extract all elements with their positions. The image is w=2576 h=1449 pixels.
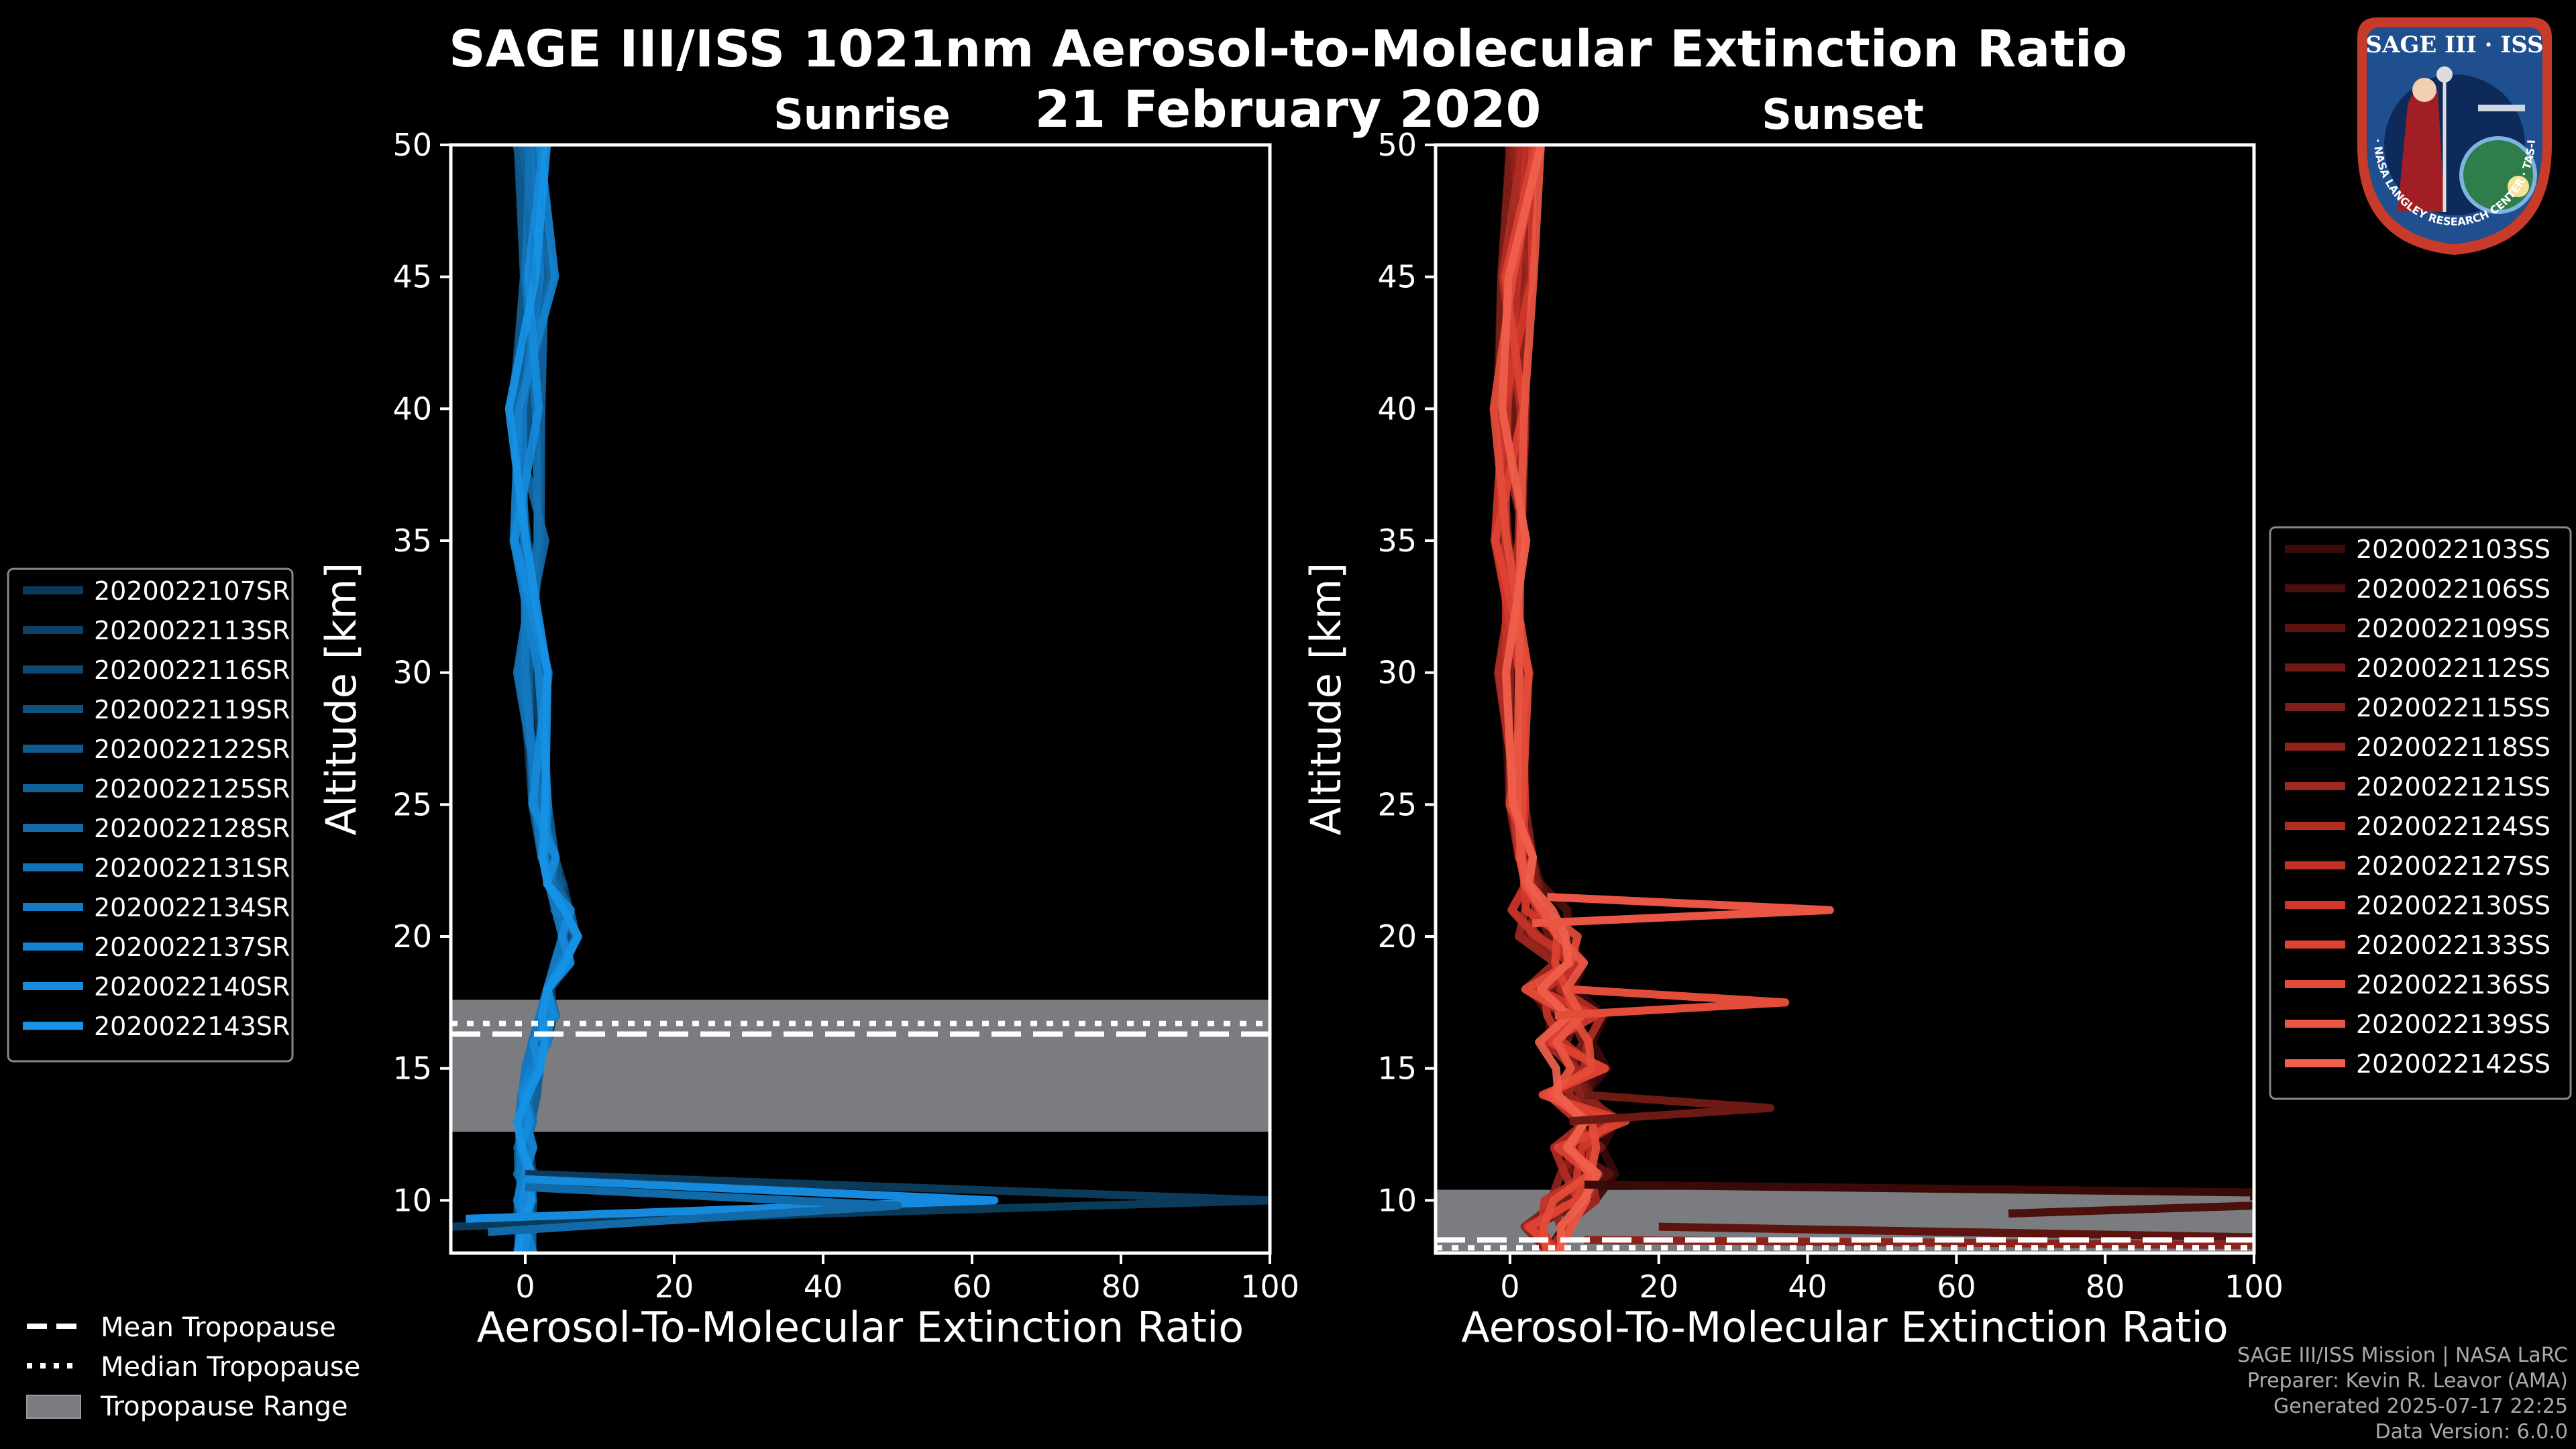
- legend-entry: 2020022112SS: [2356, 653, 2551, 683]
- plot-frame: [449, 143, 1272, 1255]
- credits: SAGE III/ISS Mission | NASA LaRC Prepare…: [2237, 1343, 2568, 1445]
- series-line-2020022142SS: [1498, 145, 1602, 1253]
- legend-entry: 2020022119SR: [94, 695, 290, 724]
- legend-range-swatch: [26, 1395, 81, 1419]
- series-spike-2020022103SS: [1584, 1180, 2254, 1201]
- legend-entry: 2020022139SS: [2356, 1010, 2551, 1039]
- x-tick-label: 20: [1639, 1269, 1678, 1305]
- legend-entry: 2020022125SR: [94, 774, 290, 804]
- legend-entry: 2020022140SR: [94, 972, 290, 1002]
- y-tick-label: 50: [392, 127, 432, 163]
- series-spike-2020022128SR: [488, 1183, 902, 1236]
- legend-entry: 2020022137SR: [94, 932, 290, 962]
- plot-area: [1436, 145, 2254, 1253]
- logo-text: SAGE III · ISS: [2365, 32, 2543, 58]
- x-tick-label: 60: [953, 1269, 992, 1305]
- y-tick-label: 35: [392, 523, 432, 559]
- legend-entry: 2020022143SR: [94, 1012, 290, 1041]
- legend-entry: 2020022113SR: [94, 616, 290, 645]
- series-legend: 2020022107SR 2020022113SR 2020022116SR 2020…: [7, 568, 294, 1063]
- legend-entry: 2020022130SS: [2356, 891, 2551, 920]
- tropopause-range-band: [451, 1000, 1270, 1132]
- y-tick-label: 35: [1377, 523, 1417, 559]
- x-tick-label: 0: [515, 1269, 535, 1305]
- legend-entry: 2020022127SS: [2356, 851, 2551, 881]
- credit-line-2: Preparer: Kevin R. Leavor (AMA): [2247, 1369, 2568, 1393]
- x-tick-label: 80: [1102, 1269, 1141, 1305]
- y-axis-label: Altitude [km]: [317, 563, 366, 836]
- y-tick-label: 30: [1377, 655, 1417, 691]
- credit-line-1: SAGE III/ISS Mission | NASA LaRC: [2237, 1344, 2568, 1367]
- x-tick-label: 0: [1500, 1269, 1519, 1305]
- legend-entry: 2020022107SR: [94, 576, 290, 606]
- y-tick-label: 45: [392, 259, 432, 295]
- legend-entry: 2020022136SS: [2356, 970, 2551, 1000]
- sage-logo: SAGE III · ISS BALL · NASA LANGLEY RESEA…: [2344, 11, 2552, 255]
- y-tick-label: 25: [392, 786, 432, 822]
- x-tick-label: 40: [804, 1269, 843, 1305]
- y-tick-label: 40: [1377, 390, 1417, 427]
- legend-entry: 2020022116SR: [94, 655, 290, 685]
- legend-entry: 2020022121SS: [2356, 772, 2551, 802]
- y-tick-label: 15: [392, 1051, 432, 1087]
- y-tick-label: 15: [1377, 1051, 1417, 1087]
- credit-line-4: Data Version: 6.0.0: [2375, 1420, 2568, 1444]
- x-tick-label: 80: [2086, 1269, 2125, 1305]
- legend-entry: 2020022122SR: [94, 735, 290, 764]
- legend-entry: 2020022103SS: [2356, 535, 2551, 564]
- x-axis-label: Aerosol-To-Molecular Extinction Ratio: [1461, 1303, 2229, 1352]
- series-spike-2020022112SS: [1569, 1091, 1775, 1126]
- legend-entry: 2020022106SS: [2356, 574, 2551, 604]
- legend-entry: 2020022134SR: [94, 893, 290, 922]
- sunrise-title: Sunrise: [773, 90, 951, 139]
- y-tick-label: 10: [392, 1182, 432, 1218]
- y-tick-label: 45: [1377, 259, 1417, 295]
- legend-entry: 2020022142SS: [2356, 1049, 2551, 1079]
- legend-box: [7, 568, 294, 1063]
- legend-entry: 2020022109SS: [2356, 614, 2551, 643]
- x-tick-label: 100: [1240, 1269, 1299, 1305]
- series-spike-2020022139SS: [1532, 893, 1834, 928]
- plot-area: [451, 145, 1270, 1253]
- legend-entry: 2020022115SS: [2356, 693, 2551, 722]
- y-tick-label: 25: [1377, 786, 1417, 822]
- x-tick-label: 20: [655, 1269, 694, 1305]
- legend-median-label: Median Tropopause: [101, 1352, 360, 1383]
- series-spike-2020022136SS: [1554, 985, 1790, 1020]
- series-line-2020022143SR: [504, 145, 582, 1253]
- legend-entry: 2020022131SR: [94, 853, 290, 883]
- y-tick-label: 50: [1377, 127, 1417, 163]
- y-tick-label: 20: [392, 918, 432, 955]
- legend-mean-label: Mean Tropopause: [101, 1312, 336, 1343]
- y-tick-label: 30: [392, 655, 432, 691]
- sunset-title: Sunset: [1762, 90, 1924, 139]
- x-axis-label: Aerosol-To-Molecular Extinction Ratio: [477, 1303, 1244, 1352]
- x-tick-label: 40: [1788, 1269, 1827, 1305]
- x-tick-label: 100: [2224, 1269, 2284, 1305]
- legend-entry: 2020022133SS: [2356, 930, 2551, 960]
- legend-range-label: Tropopause Range: [100, 1391, 348, 1422]
- y-tick-label: 20: [1377, 918, 1417, 955]
- series-legend: 2020022103SS 2020022106SS 2020022109SS 2020…: [2269, 526, 2572, 1100]
- legend-entry: 2020022118SS: [2356, 733, 2551, 762]
- y-tick-label: 10: [1377, 1182, 1417, 1218]
- y-axis-label: Altitude [km]: [1301, 563, 1350, 836]
- y-tick-label: 40: [392, 390, 432, 427]
- x-tick-label: 60: [1937, 1269, 1976, 1305]
- plot-frame: [1434, 143, 2256, 1255]
- chart-title: SAGE III/ISS 1021nm Aerosol-to-Molecular…: [448, 19, 2128, 78]
- chart-date: 21 February 2020: [1034, 79, 1542, 139]
- legend-entry: 2020022128SR: [94, 814, 290, 843]
- legend-entry: 2020022124SS: [2356, 812, 2551, 841]
- series-spike-2020022106SS: [2008, 1201, 2254, 1218]
- credit-line-3: Generated 2025-07-17 22:25: [2273, 1395, 2568, 1418]
- series-spike-2020022109SS: [1658, 1222, 2254, 1242]
- series-spike-2020022140SR: [465, 1175, 999, 1223]
